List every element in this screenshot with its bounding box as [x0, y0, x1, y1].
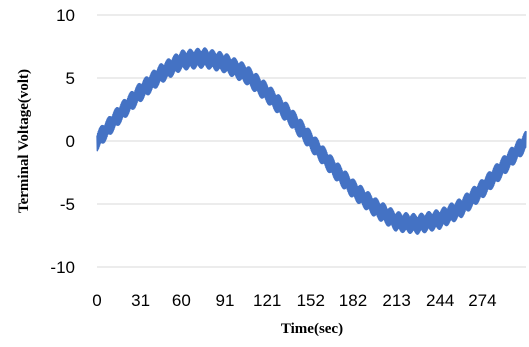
y-tick-label-3: -5: [60, 195, 75, 214]
x-tick-label-3: 91: [216, 291, 235, 310]
x-tick-label-8: 244: [426, 291, 454, 310]
x-tick-label-4: 121: [253, 291, 281, 310]
x-tick-label-7: 213: [382, 291, 410, 310]
x-tick-label-6: 182: [339, 291, 367, 310]
x-tick-label-0: 0: [92, 291, 101, 310]
y-tick-label-4: -10: [50, 258, 75, 277]
x-tick-labels: 0 31 60 91 121 152 182 213 244 274: [92, 291, 496, 310]
y-tick-label-0: 10: [56, 6, 75, 25]
y-tick-labels: 10 5 0 -5 -10: [50, 6, 75, 277]
x-tick-label-2: 60: [172, 291, 191, 310]
x-tick-label-1: 31: [131, 291, 150, 310]
x-axis-title: Time(sec): [281, 321, 343, 337]
y-tick-label-1: 5: [66, 69, 75, 88]
x-tick-label-9: 274: [468, 291, 496, 310]
series-line: [96, 47, 527, 235]
data-series: [96, 47, 527, 235]
y-tick-label-2: 0: [66, 132, 75, 151]
x-tick-label-5: 152: [297, 291, 325, 310]
y-axis-title: Terminal Voltage(volt): [16, 69, 32, 213]
